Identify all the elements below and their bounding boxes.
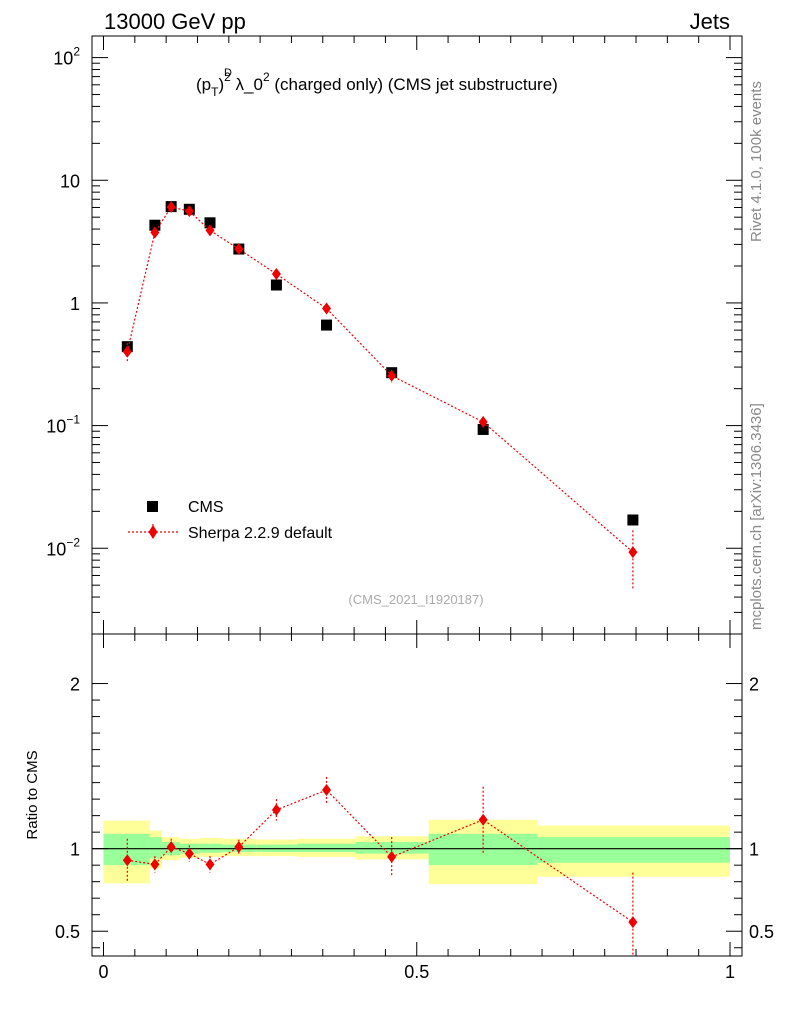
sherpa-point (166, 201, 176, 214)
ratio-band-green (537, 837, 730, 863)
observable-title: (pT)2 λ_02 (charged only) (CMS jet subst… (196, 67, 558, 99)
side-rivet-label: Rivet 4.1.0, 100k events (748, 81, 765, 242)
y-tick-label: 10−1 (46, 413, 80, 437)
legend-sherpa-marker (148, 525, 158, 539)
main-plot-frame (91, 35, 743, 635)
y-tick-label: 10−2 (46, 535, 80, 559)
legend: CMS Sherpa 2.2.9 default (128, 499, 333, 542)
observable-superscript-d: D (224, 67, 232, 79)
sherpa-point (234, 243, 244, 256)
ratio-sherpa-point (234, 841, 244, 854)
ratio-x-tick-label: 1 (725, 962, 735, 982)
ratio-y-tick-label-left: 2 (70, 675, 80, 695)
ratio-y-tick-label-right: 0.5 (749, 922, 774, 942)
ratio-y-tick-label-right: 1 (749, 840, 759, 860)
ratio-ylabel: Ratio to CMS (24, 750, 41, 839)
ratio-band-green (297, 843, 356, 852)
ratio-sherpa-point (271, 803, 281, 816)
header-right-label: Jets (690, 9, 730, 34)
cms-point (204, 217, 216, 229)
sherpa-point (387, 369, 397, 382)
ratio-sherpa-point (205, 858, 215, 871)
ratio-series (122, 776, 638, 956)
ratio-sherpa-point (122, 854, 132, 867)
y-tick-label: 1 (70, 294, 80, 314)
cms-point (477, 423, 489, 435)
ratio-band-green (428, 833, 538, 866)
sherpa-point (322, 302, 332, 315)
ratio-x-tick-label: 0.5 (404, 962, 429, 982)
ratio-sherpa-point (387, 850, 397, 863)
ratio-uncertainty-bands (103, 819, 730, 885)
main-axis-ticks: 102 10 1 10−1 10−2 (46, 36, 742, 635)
cms-point (627, 514, 639, 526)
y-tick-label: 10 (60, 171, 80, 191)
ratio-band-green (149, 837, 162, 859)
sherpa-point (205, 224, 215, 237)
main-series (121, 201, 639, 590)
ratio-y-tick-label-right: 2 (749, 675, 759, 695)
ratio-y-tick-label-left: 1 (70, 840, 80, 860)
svg-text:(pT)2 λ_02 (charged only) (CMS: (pT)2 λ_02 (charged only) (CMS jet subst… (196, 70, 558, 99)
header-left-label: 13000 GeV pp (104, 9, 246, 34)
ratio-sherpa-point (628, 916, 638, 929)
ratio-sherpa-line (127, 789, 634, 923)
sherpa-point (122, 345, 132, 358)
legend-cms-marker (147, 501, 158, 512)
ratio-y-tick-label-left: 0.5 (55, 922, 80, 942)
sherpa-point (271, 268, 281, 281)
sherpa-point (184, 205, 194, 218)
cms-point (149, 219, 161, 231)
ratio-sherpa-point (184, 847, 194, 860)
analysis-id: (CMS_2021_I1920187) (348, 592, 483, 607)
ratio-sherpa-point (166, 841, 176, 854)
sherpa-point (150, 226, 160, 239)
legend-sherpa-label: Sherpa 2.2.9 default (188, 525, 333, 542)
ratio-x-tick-label: 0 (98, 962, 108, 982)
sherpa-point (478, 415, 488, 428)
sherpa-point (628, 546, 638, 559)
cms-point (270, 279, 282, 291)
ratio-band-green (355, 842, 429, 854)
legend-cms-label: CMS (188, 499, 224, 516)
cms-point (321, 319, 333, 331)
ratio-sherpa-point (150, 858, 160, 871)
ratio-axis-ticks: 2 2 1 1 0.5 0.5 0 0.5 1 (55, 634, 774, 982)
ratio-sherpa-point (478, 813, 488, 826)
ratio-sherpa-point (322, 784, 332, 797)
side-mcplots-label: mcplots.cern.ch [arXiv:1306.3436] (748, 403, 765, 630)
ratio-plot-frame (91, 633, 743, 957)
y-tick-label: 102 (53, 45, 80, 69)
